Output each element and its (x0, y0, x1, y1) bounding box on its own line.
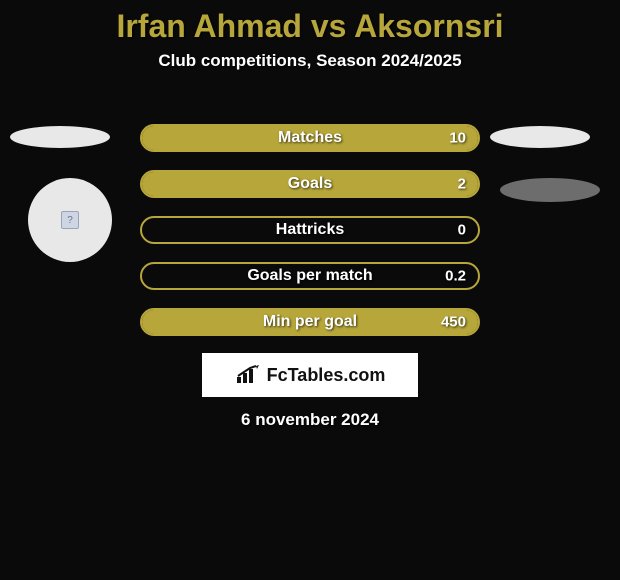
player1-avatar-ring: ? (28, 178, 112, 262)
stat-bar-label: Goals per match (247, 267, 372, 285)
snapshot-date: 6 november 2024 (0, 410, 620, 430)
placeholder-icon: ? (61, 211, 79, 229)
brand-box: FcTables.com (202, 353, 418, 397)
comparison-subtitle: Club competitions, Season 2024/2025 (0, 51, 620, 71)
player2-ellipse-bottom (500, 178, 600, 202)
stat-bar: Matches 10 (140, 124, 480, 152)
stat-bar-value: 2 (458, 176, 466, 193)
player1-ellipse (10, 126, 110, 148)
stat-bar-label: Hattricks (276, 221, 344, 239)
stat-bar-value: 10 (449, 130, 466, 147)
stat-bar-value: 450 (441, 314, 466, 331)
stat-bar-value: 0 (458, 222, 466, 239)
fctables-chart-icon (235, 365, 261, 385)
stat-bar: Goals 2 (140, 170, 480, 198)
player2-ellipse-top (490, 126, 590, 148)
comparison-title: Irfan Ahmad vs Aksornsri (0, 0, 620, 45)
stat-bar-label: Matches (278, 129, 342, 147)
stat-bar-label: Min per goal (263, 313, 357, 331)
stat-bar: Goals per match 0.2 (140, 262, 480, 290)
stat-bar: Hattricks 0 (140, 216, 480, 244)
stat-bar-label: Goals (288, 175, 332, 193)
brand-text: FcTables.com (267, 365, 386, 386)
stats-bars: Matches 10 Goals 2 Hattricks 0 Goals per match… (140, 124, 480, 354)
stat-bar-value: 0.2 (445, 268, 466, 285)
stat-bar: Min per goal 450 (140, 308, 480, 336)
